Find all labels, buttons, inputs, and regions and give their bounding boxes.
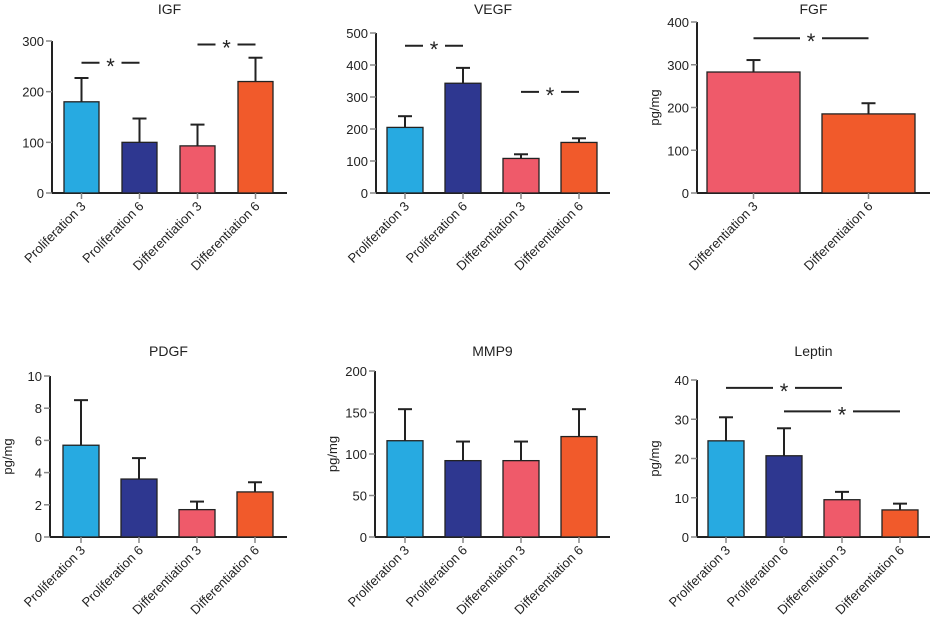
bar xyxy=(823,499,861,538)
y-tick-label: 6 xyxy=(35,433,42,448)
bar xyxy=(560,141,598,194)
y-tick-label: 4 xyxy=(35,466,42,481)
y-tick-label: 200 xyxy=(346,122,368,137)
y-axis-label: pg/mg xyxy=(647,440,662,476)
y-tick-label: 0 xyxy=(682,186,689,201)
y-tick-label: 0 xyxy=(361,186,368,201)
y-axis-label: pg/mg xyxy=(325,436,340,472)
y-tick-label: 400 xyxy=(346,58,368,73)
significance-star: * xyxy=(546,83,555,108)
bar xyxy=(881,509,919,538)
bar xyxy=(821,113,916,194)
x-tick-label: Differentiation 3 xyxy=(686,199,761,274)
y-tick-label: 100 xyxy=(345,447,367,462)
y-tick-label: 400 xyxy=(667,15,689,30)
y-tick-label: 20 xyxy=(675,452,689,467)
bar xyxy=(62,444,100,538)
significance-star: * xyxy=(106,54,115,79)
bar xyxy=(560,435,598,538)
bar xyxy=(444,82,482,194)
chart-title: Leptin xyxy=(794,343,832,359)
bar xyxy=(502,459,540,538)
y-tick-label: 50 xyxy=(353,489,367,504)
significance-star: * xyxy=(780,379,789,404)
y-tick-label: 150 xyxy=(345,406,367,421)
bar xyxy=(502,157,540,194)
bar xyxy=(178,508,216,538)
bar xyxy=(386,126,424,194)
y-tick-label: 10 xyxy=(28,369,42,384)
significance-star: * xyxy=(430,37,439,62)
bar xyxy=(706,71,801,194)
y-tick-label: 200 xyxy=(345,364,367,379)
bar xyxy=(63,101,100,194)
x-tick-label: Differentiation 6 xyxy=(801,199,876,274)
bar xyxy=(237,80,274,194)
y-tick-label: 500 xyxy=(346,26,368,41)
y-tick-label: 300 xyxy=(346,90,368,105)
y-tick-label: 2 xyxy=(35,498,42,513)
bar xyxy=(707,440,745,538)
significance-star: * xyxy=(838,402,847,427)
y-axis-label: pg/mg xyxy=(647,89,662,125)
y-tick-label: 300 xyxy=(667,58,689,73)
y-tick-label: 200 xyxy=(667,101,689,116)
chart-title: MMP9 xyxy=(472,343,513,359)
y-tick-label: 100 xyxy=(667,143,689,158)
bar xyxy=(765,455,803,538)
significance-star: * xyxy=(807,29,816,54)
y-tick-label: 300 xyxy=(22,34,44,49)
y-tick-label: 0 xyxy=(682,530,689,545)
y-tick-label: 8 xyxy=(35,401,42,416)
y-tick-label: 30 xyxy=(675,412,689,427)
chart-title: VEGF xyxy=(474,1,512,17)
y-tick-label: 100 xyxy=(22,135,44,150)
chart-title: FGF xyxy=(800,1,828,17)
bar xyxy=(236,491,274,538)
significance-star: * xyxy=(222,36,231,61)
bar xyxy=(444,459,482,538)
bar xyxy=(179,145,216,194)
y-tick-label: 40 xyxy=(675,373,689,388)
y-tick-label: 0 xyxy=(35,530,42,545)
y-tick-label: 0 xyxy=(360,530,367,545)
y-tick-label: 10 xyxy=(675,491,689,506)
chart-title: IGF xyxy=(158,1,181,17)
y-tick-label: 100 xyxy=(346,154,368,169)
y-tick-label: 0 xyxy=(37,186,44,201)
chart-title: PDGF xyxy=(149,343,188,359)
bar xyxy=(121,141,158,194)
y-tick-label: 200 xyxy=(22,85,44,100)
bar xyxy=(386,440,424,538)
y-axis-label: pg/mg xyxy=(0,438,15,474)
bar xyxy=(120,478,158,538)
